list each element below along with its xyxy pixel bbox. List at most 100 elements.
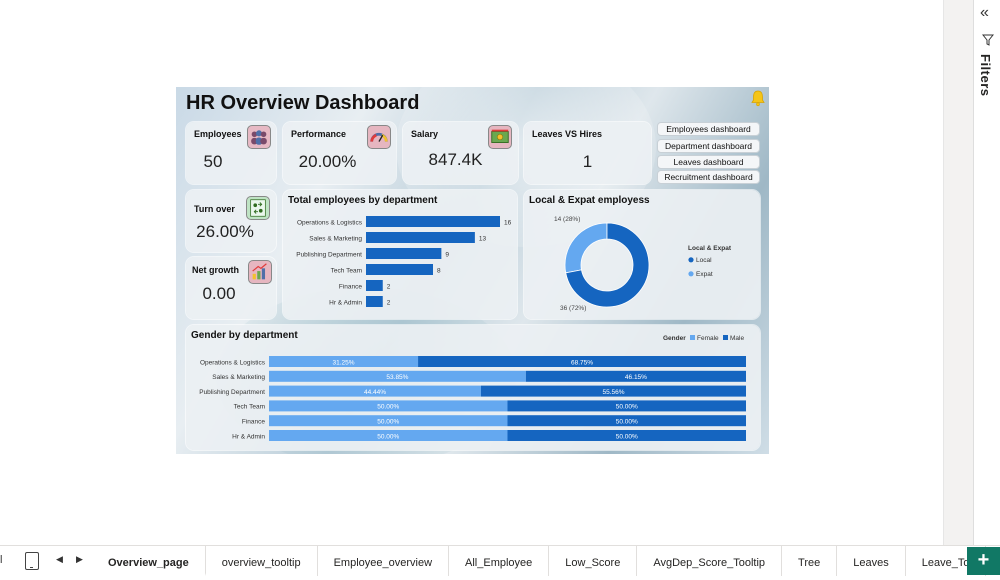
bar-segment-male[interactable]	[480, 385, 746, 397]
bar[interactable]	[366, 264, 433, 275]
bar-segment-female[interactable]	[269, 356, 419, 367]
kpi-value: 0.00	[202, 284, 236, 303]
double-chevron-left-icon[interactable]: «	[980, 4, 989, 21]
category-label: Finance	[242, 419, 266, 426]
tab-all-employee[interactable]: All_Employee	[449, 546, 550, 576]
kpi-value: 1	[582, 152, 593, 171]
employees-dashboard-button[interactable]: Employees dashboard	[657, 122, 760, 136]
bar[interactable]	[366, 296, 383, 307]
tab-overview-tooltip[interactable]: overview_tooltip	[206, 546, 318, 576]
data-label: 50.00%	[377, 404, 399, 411]
category-label: Tech Team	[331, 268, 362, 275]
data-label: 2	[387, 300, 391, 307]
kpi-card-leaves-vs-hires[interactable]: Leaves VS Hires 1	[524, 122, 651, 184]
data-label: 68.75%	[571, 359, 593, 366]
data-label: 50.00%	[377, 419, 399, 426]
filters-label[interactable]: Filters	[978, 54, 993, 97]
data-label: 53.85%	[386, 374, 408, 381]
bell-icon[interactable]	[749, 89, 767, 107]
chart-gender-by-department[interactable]: Gender by department Gender Female Male Ope…	[186, 325, 760, 450]
data-label: 16	[504, 220, 512, 227]
bar-segment-male[interactable]	[507, 430, 747, 441]
category-label: Sales & Marketing	[212, 374, 265, 381]
kpi-label: Turn over	[194, 204, 235, 214]
data-label: 44.44%	[364, 389, 386, 396]
tab-low-score[interactable]: Low_Score	[549, 546, 638, 576]
page-tab-bar: l ◀ ▶ Overview_page overview_tooltip Emp…	[0, 545, 1000, 576]
bar-segment-male[interactable]	[525, 370, 746, 382]
data-label: 36 (72%)	[560, 305, 586, 312]
bar-segment-male[interactable]	[507, 415, 747, 427]
category-label: Operations & Logistics	[200, 359, 266, 366]
add-page-button[interactable]: +	[967, 547, 1000, 575]
donut-slice-local[interactable]	[565, 222, 650, 308]
filter-icon[interactable]	[982, 34, 994, 46]
chart-employees-by-department[interactable]: Total employees by department Operations…	[283, 190, 517, 319]
legend-item[interactable]: Female	[697, 335, 719, 342]
department-dashboard-button[interactable]: Department dashboard	[657, 139, 760, 153]
mobile-layout-icon[interactable]	[25, 552, 39, 570]
tab-overview-page[interactable]: Overview_page	[92, 546, 206, 576]
legend-item[interactable]: Male	[730, 335, 744, 342]
bar-segment-female[interactable]	[269, 400, 508, 412]
category-label: Tech Team	[234, 404, 265, 411]
data-label: 50.00%	[616, 433, 638, 440]
tab-tree[interactable]: Tree	[782, 546, 838, 576]
tab-employee-overview[interactable]: Employee_overview	[318, 546, 450, 576]
category-label: Publishing Department	[199, 389, 265, 396]
tab-leaves[interactable]: Leaves	[837, 546, 906, 576]
legend-item[interactable]: Local	[696, 257, 712, 264]
data-label: 50.00%	[616, 404, 638, 411]
data-label: 13	[479, 236, 487, 243]
legend-marker	[690, 335, 695, 340]
chart-title: Total employees by department	[288, 195, 438, 206]
leaves-dashboard-button[interactable]: Leaves dashboard	[657, 155, 760, 169]
bar-segment-female[interactable]	[269, 415, 508, 427]
kpi-value: 50	[203, 152, 223, 171]
data-label: 2	[387, 284, 391, 291]
kpi-label: Salary	[411, 129, 439, 139]
category-label: Sales & Marketing	[309, 236, 362, 243]
tab-avgdep-score-tooltip[interactable]: AvgDep_Score_Tooltip	[637, 546, 783, 576]
growth-icon	[248, 260, 272, 284]
report-title: HR Overview Dashboard	[186, 92, 420, 114]
chart-local-expat[interactable]: Local & Expat employess 14 (28%) 36 (72%)…	[524, 190, 760, 319]
data-label: 50.00%	[616, 419, 638, 426]
bar-segment-female[interactable]	[269, 370, 526, 382]
local-expat-donut-chart: 14 (28%) 36 (72%) Local & Expat Local Expat	[554, 216, 732, 312]
category-label: Publishing Department	[296, 252, 362, 259]
legend-marker	[688, 271, 694, 277]
dept-bar-chart: Operations & Logistics 16 Sales & Marketin…	[296, 216, 512, 307]
kpi-card-net-growth[interactable]: Net growth 0.00	[186, 257, 276, 319]
page-tabs: Overview_page overview_tooltip Employee_…	[92, 546, 987, 576]
report-canvas: HR Overview Dashboard Employees 50 Perfo…	[176, 87, 769, 454]
category-label: Hr & Admin	[232, 433, 265, 440]
data-label: 31.25%	[333, 359, 355, 366]
bar[interactable]	[366, 216, 500, 227]
category-label: Hr & Admin	[329, 300, 362, 307]
money-icon	[488, 125, 512, 149]
bar[interactable]	[366, 232, 475, 243]
legend-item[interactable]: Expat	[696, 271, 713, 278]
donut-slice-expat[interactable]	[564, 222, 608, 274]
bar[interactable]	[366, 248, 442, 259]
kpi-card-employees[interactable]: Employees 50	[186, 122, 276, 184]
bar-segment-male[interactable]	[418, 356, 746, 367]
swap-icon	[246, 196, 270, 220]
bar[interactable]	[366, 280, 383, 291]
kpi-value: 26.00%	[196, 222, 254, 241]
filters-pane[interactable]: « Filters	[973, 0, 1000, 545]
kpi-card-salary[interactable]: Salary 847.4K	[403, 122, 518, 184]
bar-segment-female[interactable]	[269, 430, 508, 441]
tab-prev-arrow-icon[interactable]: ◀	[56, 554, 63, 564]
recruitment-dashboard-button[interactable]: Recruitment dashboard	[657, 170, 760, 184]
data-label: 50.00%	[377, 433, 399, 440]
tab-next-arrow-icon[interactable]: ▶	[76, 554, 83, 564]
kpi-card-turnover[interactable]: Turn over 26.00%	[186, 190, 276, 252]
category-label: Finance	[339, 284, 363, 291]
bar-segment-male[interactable]	[507, 400, 747, 412]
kpi-card-performance[interactable]: Performance 20.00%	[283, 122, 396, 184]
bar-segment-female[interactable]	[269, 385, 481, 397]
kpi-value: 20.00%	[298, 152, 357, 171]
canvas-scrollbar[interactable]	[943, 0, 973, 545]
